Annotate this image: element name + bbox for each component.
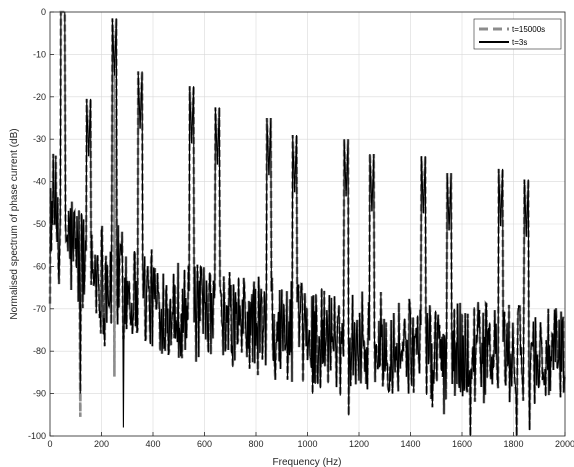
legend-box xyxy=(473,18,562,50)
y-tick-label: -90 xyxy=(33,389,46,399)
ticks xyxy=(49,11,566,437)
y-tick-label: -50 xyxy=(33,219,46,229)
x-tick-label: 1200 xyxy=(349,439,369,449)
y-axis-label: Normalised spectrum of phase current (dB… xyxy=(9,128,20,319)
legend-label-t15000: t=15000s xyxy=(512,25,545,34)
tick-labels: 0 200 400 600 800 1000 1200 1400 1600 1800 20000-1… xyxy=(28,7,574,449)
y-tick-label: -100 xyxy=(28,431,46,441)
series-line-t3 xyxy=(49,11,566,437)
y-tick-label: -70 xyxy=(33,304,46,314)
x-tick-label: 2000 xyxy=(555,439,574,449)
legend-label-t3: t=3s xyxy=(512,38,527,47)
x-tick-label: 0 xyxy=(47,439,52,449)
x-tick-label: 1600 xyxy=(452,439,472,449)
y-tick-label: -20 xyxy=(33,92,46,102)
x-tick-label: 1800 xyxy=(503,439,523,449)
x-tick-label: 200 xyxy=(94,439,109,449)
y-tick-label: 0 xyxy=(41,7,46,17)
y-tick-label: -30 xyxy=(33,134,46,144)
x-tick-label: 600 xyxy=(197,439,212,449)
x-axis-label: Frequency (Hz) xyxy=(273,457,342,467)
y-tick-label: -60 xyxy=(33,261,46,271)
y-tick-label: -10 xyxy=(33,49,46,59)
x-tick-label: 1400 xyxy=(400,439,420,449)
series-layer xyxy=(48,10,567,437)
x-tick-label: 800 xyxy=(248,439,263,449)
legend: t=15000s t=3s xyxy=(473,18,562,50)
x-tick-label: 1000 xyxy=(297,439,317,449)
y-tick-label: -80 xyxy=(33,346,46,356)
y-tick-label: -40 xyxy=(33,177,46,187)
x-tick-label: 400 xyxy=(145,439,160,449)
